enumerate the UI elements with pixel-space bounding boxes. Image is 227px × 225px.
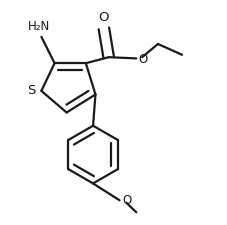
Text: S: S <box>27 84 36 97</box>
Text: O: O <box>139 53 148 66</box>
Text: H₂N: H₂N <box>28 20 50 33</box>
Text: O: O <box>99 11 109 24</box>
Text: O: O <box>122 194 131 207</box>
